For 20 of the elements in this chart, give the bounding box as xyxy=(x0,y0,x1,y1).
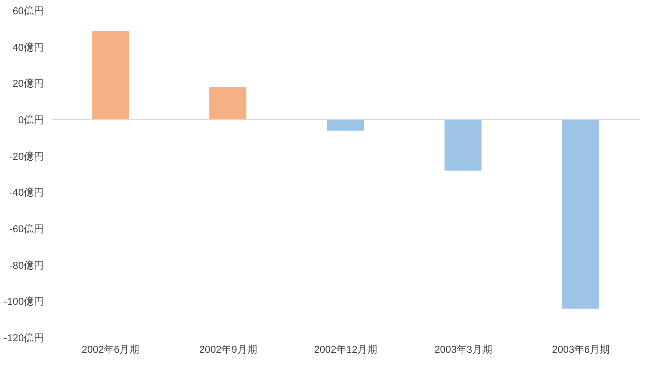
bar xyxy=(327,120,364,131)
y-tick-label: 60億円 xyxy=(12,6,44,18)
x-tick-label: 2002年9月期 xyxy=(199,344,258,356)
x-tick-label: 2003年6月期 xyxy=(552,344,610,356)
y-tick-label: -100億円 xyxy=(4,296,44,308)
bar xyxy=(562,120,600,309)
y-tick-label: 20億円 xyxy=(12,78,44,90)
y-tick-label: -80億円 xyxy=(10,260,44,272)
bar xyxy=(444,120,482,171)
y-tick-label: 0億円 xyxy=(18,114,44,127)
y-tick-label: 40億円 xyxy=(12,42,44,54)
bar xyxy=(92,30,129,120)
x-tick-label: 2003年3月期 xyxy=(434,344,493,356)
x-tick-label: 2002年6月期 xyxy=(82,344,140,356)
bar xyxy=(210,87,247,120)
y-tick-label: -60億円 xyxy=(10,224,44,236)
y-tick-label: -40億円 xyxy=(10,187,44,200)
y-tick-label: -20億円 xyxy=(10,150,44,163)
x-tick-label: 2002年12月期 xyxy=(314,344,378,356)
y-tick-label: -120億円 xyxy=(4,332,44,345)
